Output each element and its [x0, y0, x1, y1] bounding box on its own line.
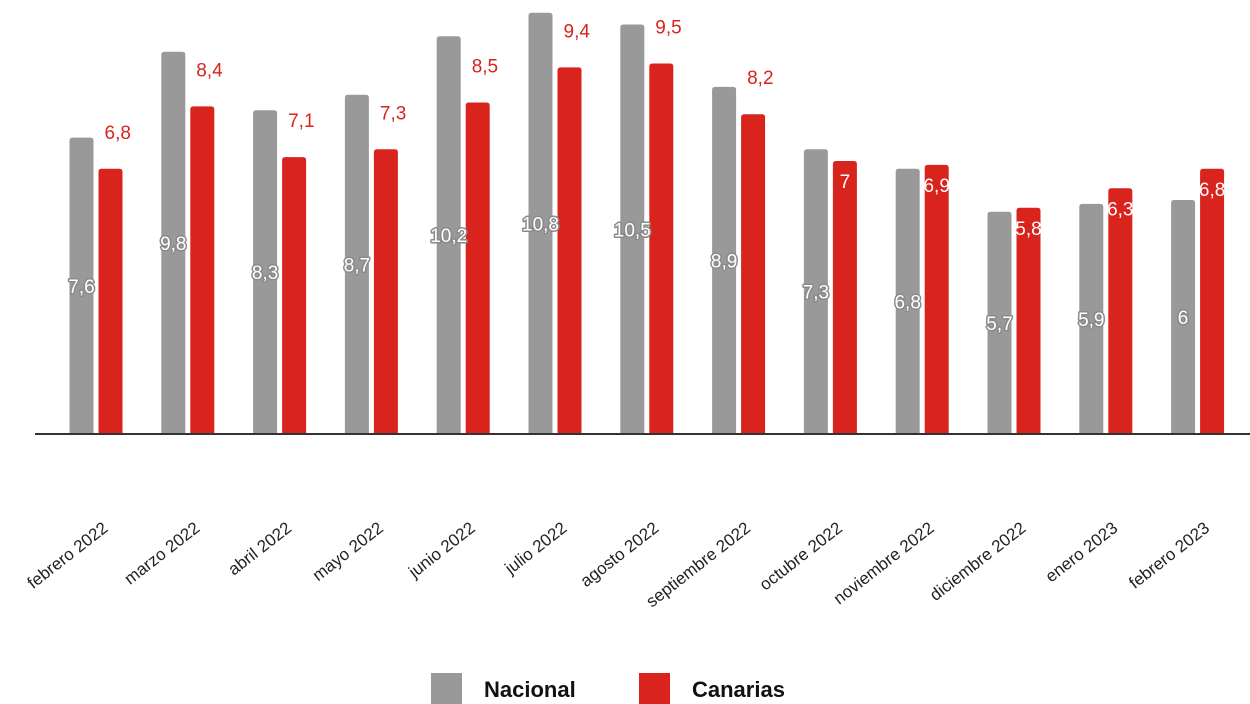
label-canarias: 8,4 [196, 60, 223, 81]
x-tick-label: noviembre 2022 [830, 518, 938, 608]
bar-nacional [253, 110, 278, 435]
bar-nacional [69, 137, 94, 434]
label-canarias: 7 [840, 172, 851, 193]
label-canarias: 7,1 [288, 111, 314, 132]
label-canarias: 8,5 [472, 57, 498, 78]
label-nacional: 8,9 [711, 251, 737, 272]
label-canarias: 8,2 [747, 68, 773, 89]
label-nacional: 10,2 [430, 226, 467, 247]
value-labels-layer: 7,6 6,8 9,8 8,4 8,3 7,1 8,7 7,3 10,2 8,5 10,8 9,4 10… [67, 18, 1226, 337]
label-nacional: 9,8 [160, 234, 186, 255]
label-nacional: 7,6 [68, 277, 94, 298]
label-nacional: 8,3 [252, 263, 278, 284]
label-nacional: 10,8 [522, 214, 559, 235]
x-tick-labels-layer: febrero 2022 marzo 2022 abril 2022 mayo 202… [24, 518, 1213, 611]
label-canarias: 6,8 [1199, 180, 1225, 201]
bar-canarias [649, 63, 674, 434]
label-canarias: 9,4 [564, 21, 591, 42]
bar-canarias [741, 114, 766, 434]
label-nacional: 6,8 [894, 292, 920, 313]
x-tick-label: marzo 2022 [121, 518, 203, 588]
bar-canarias [832, 161, 857, 434]
x-tick-label: enero 2023 [1042, 518, 1121, 586]
bar-canarias [282, 157, 307, 434]
legend-swatch-nacional [431, 673, 462, 704]
x-tick-label: diciembre 2022 [926, 518, 1029, 605]
bar-canarias [1016, 207, 1041, 434]
bar-nacional [1171, 200, 1196, 434]
bar-canarias [924, 164, 949, 434]
legend-label-canarias: Canarias [692, 677, 785, 702]
x-tick-label: febrero 2023 [1125, 518, 1213, 592]
bar-nacional [1079, 203, 1104, 434]
label-nacional: 6 [1178, 308, 1189, 329]
x-tick-label: junio 2022 [404, 518, 478, 582]
bar-nacional [620, 24, 645, 434]
legend-swatch-canarias [639, 673, 670, 704]
label-nacional: 10,5 [614, 220, 651, 241]
label-canarias: 5,8 [1015, 219, 1041, 240]
bar-nacional [528, 12, 553, 435]
bar-canarias [1108, 188, 1133, 434]
bar-nacional [712, 86, 737, 435]
x-tick-label: febrero 2022 [24, 518, 112, 592]
label-nacional: 8,7 [344, 255, 370, 276]
bar-canarias [190, 106, 215, 435]
bar-canarias [1200, 168, 1225, 435]
x-tick-label: agosto 2022 [577, 518, 662, 591]
bar-canarias [465, 102, 490, 434]
bar-canarias [373, 149, 398, 435]
label-nacional: 5,7 [986, 314, 1012, 335]
bars-layer [69, 12, 1225, 435]
bar-nacional [895, 168, 920, 435]
bar-canarias [98, 168, 123, 435]
label-canarias: 7,3 [380, 103, 406, 124]
x-tick-label: julio 2022 [501, 518, 571, 578]
bar-nacional [803, 149, 828, 435]
bar-nacional [436, 36, 461, 434]
legend: Nacional Canarias [431, 673, 785, 704]
bar-nacional [161, 51, 186, 435]
label-nacional: 5,9 [1078, 310, 1104, 331]
bar-canarias [557, 67, 582, 435]
x-tick-label: octubre 2022 [756, 518, 846, 594]
bar-nacional [344, 94, 369, 434]
label-canarias: 9,5 [655, 18, 681, 39]
label-nacional: 7,3 [803, 283, 829, 304]
x-tick-label: abril 2022 [225, 518, 296, 579]
bar-nacional [987, 211, 1012, 434]
label-canarias: 6,8 [105, 123, 131, 144]
label-canarias: 6,9 [923, 176, 949, 197]
label-canarias: 6,3 [1107, 199, 1133, 220]
x-tick-label: mayo 2022 [309, 518, 387, 585]
legend-label-nacional: Nacional [484, 677, 576, 702]
